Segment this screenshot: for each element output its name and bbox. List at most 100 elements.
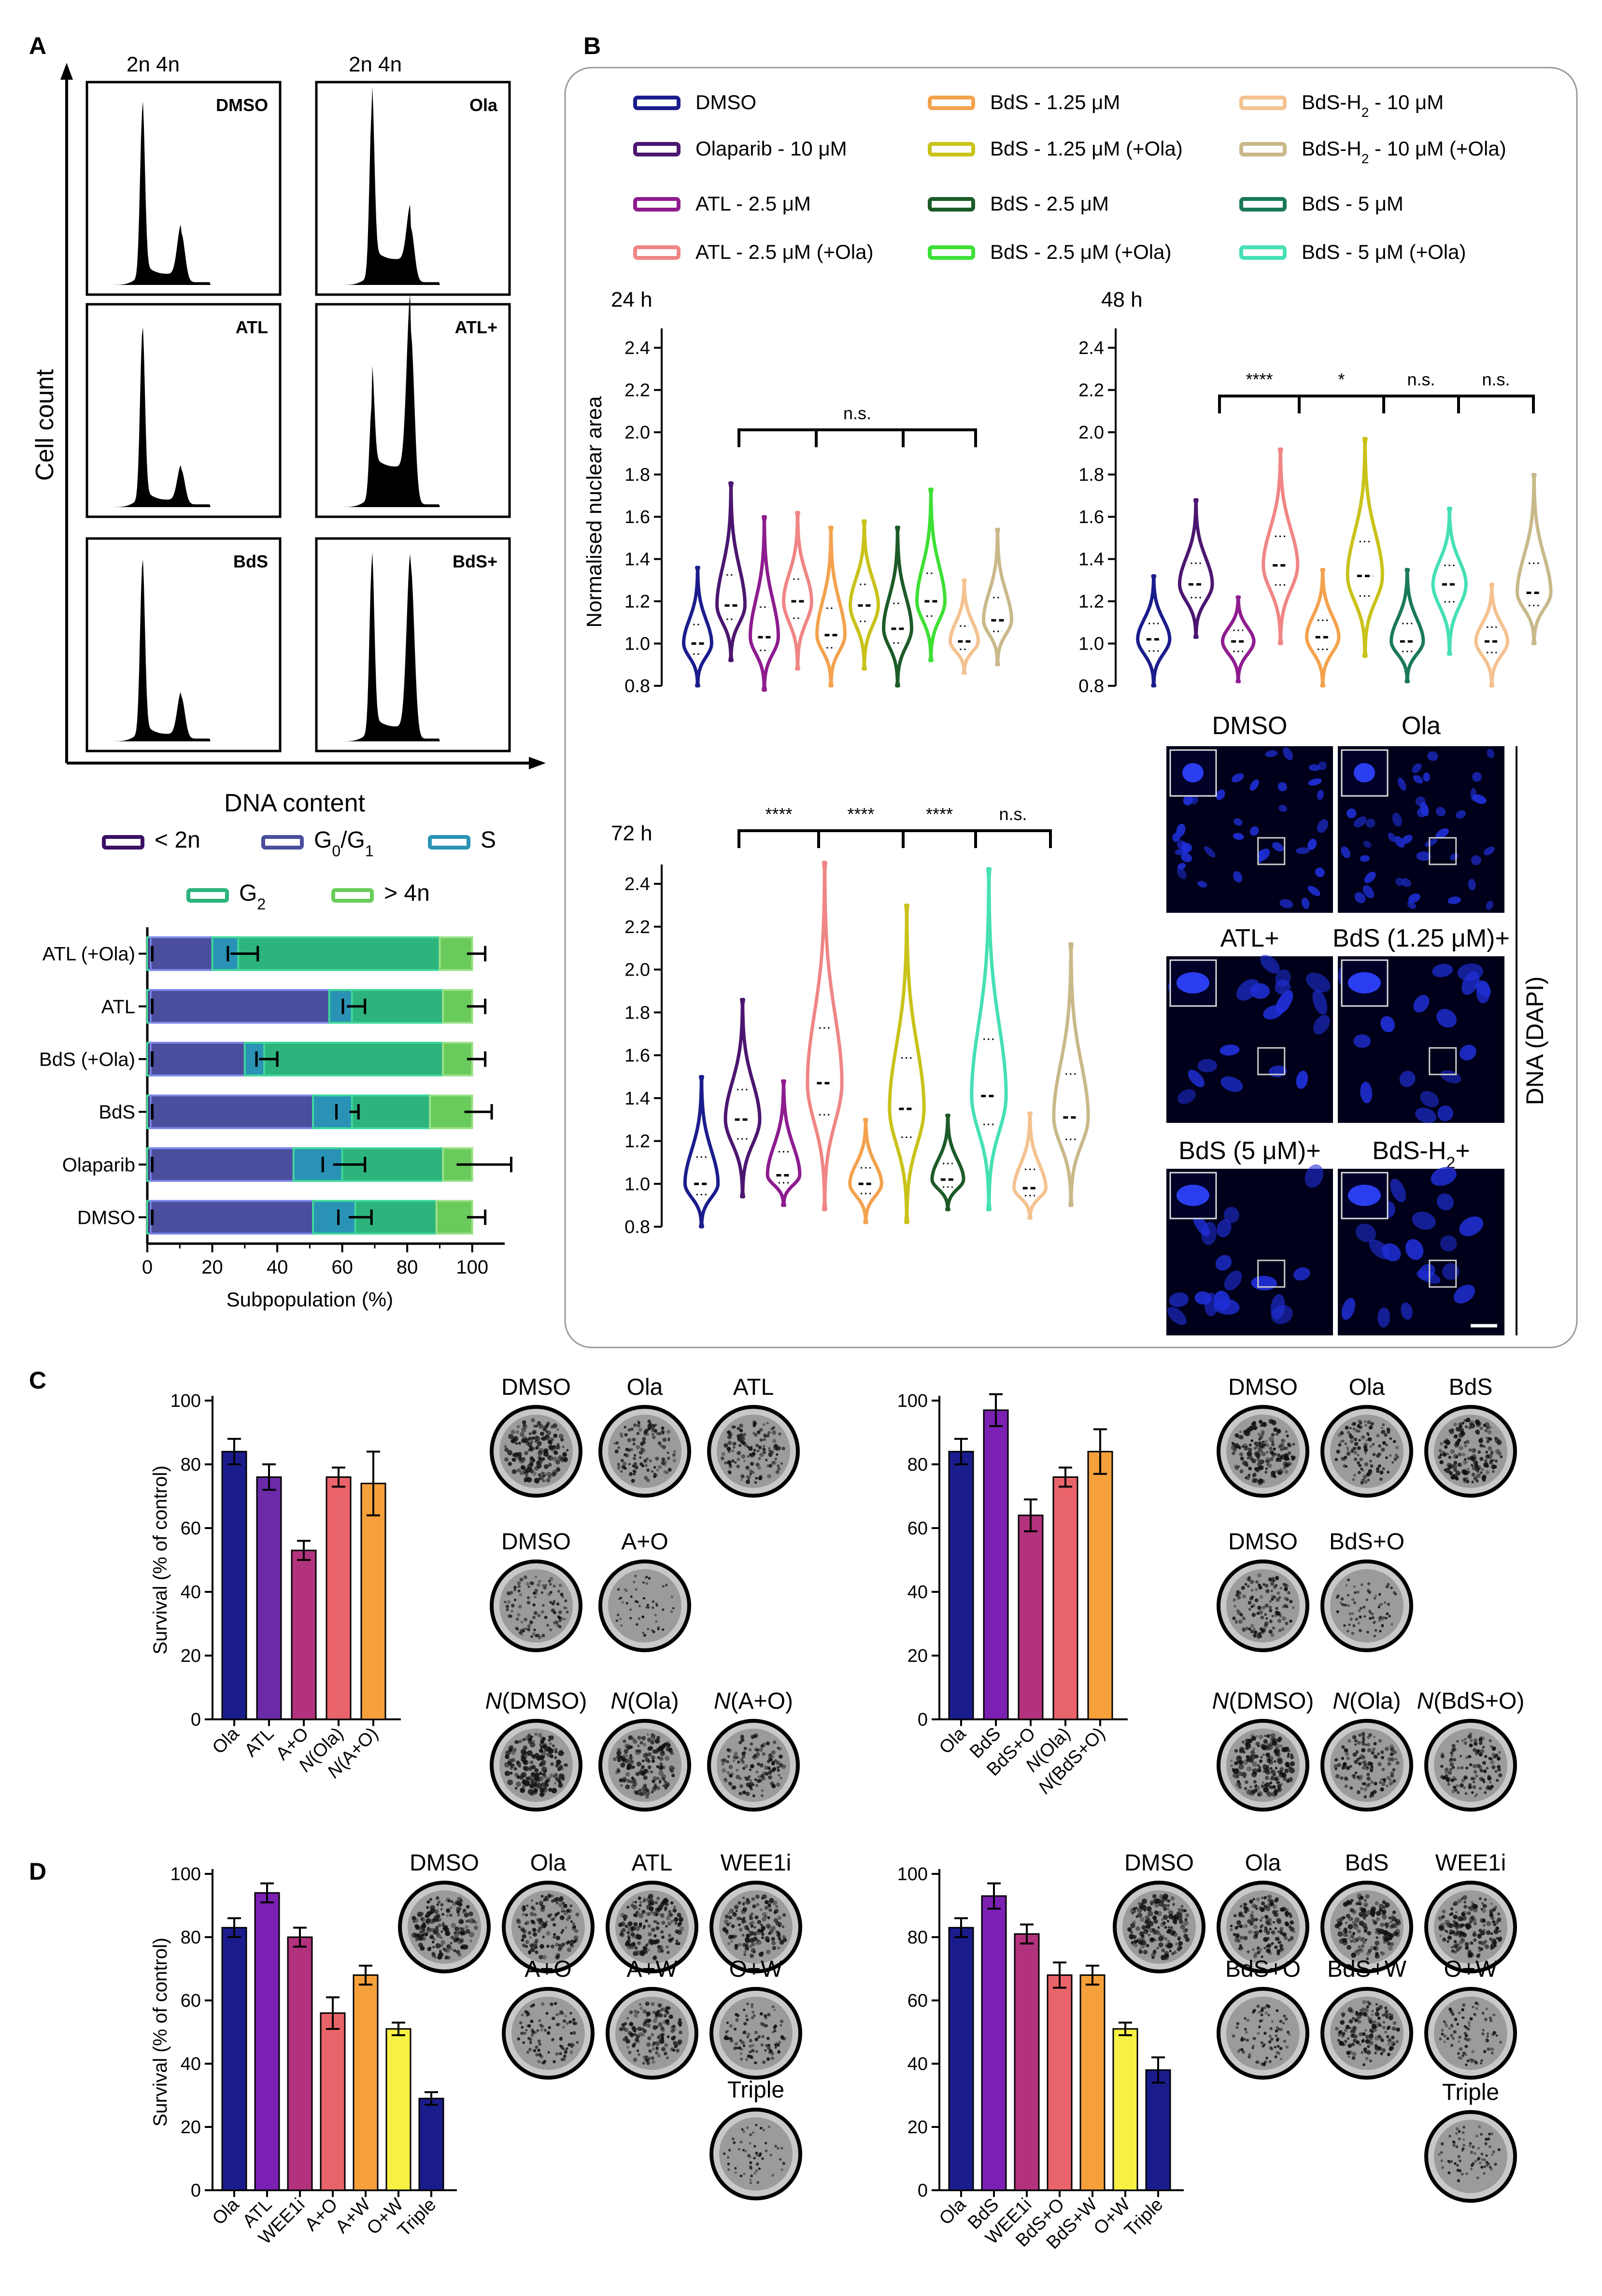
colony-dot xyxy=(645,1457,649,1460)
colony-dot xyxy=(1339,2041,1344,2046)
violin-legend-label: BdS - 1.25 μM (+Ola) xyxy=(990,137,1183,160)
colony-dot xyxy=(771,2005,775,2009)
colony-dot xyxy=(1383,1601,1387,1604)
colony-dot xyxy=(645,1582,649,1585)
colony-dot xyxy=(634,1790,639,1795)
colony-dot xyxy=(449,1906,453,1909)
colony-dot xyxy=(651,2060,655,2064)
colony-dot xyxy=(1365,1766,1369,1771)
colony-dot xyxy=(1268,2040,1272,2044)
colony-dot xyxy=(504,1601,507,1603)
colony-dot xyxy=(1164,1937,1168,1941)
colony-dot xyxy=(1235,2026,1239,2029)
colony-dot xyxy=(1455,1927,1459,1930)
colony-dot xyxy=(665,1925,668,1928)
colony-dot xyxy=(767,2046,771,2050)
colony-dot xyxy=(738,1923,741,1927)
colony-dot xyxy=(624,1453,629,1458)
colony-dot xyxy=(516,1919,521,1925)
colony-dot xyxy=(642,2061,645,2065)
violin-y-tick-label: 1.0 xyxy=(624,1174,650,1194)
colony-dot xyxy=(1440,2151,1443,2154)
violin-shape xyxy=(1346,437,1384,658)
colony-dot xyxy=(772,1756,775,1758)
colony-dot xyxy=(547,1893,552,1898)
violin-y-tick-label: 1.0 xyxy=(624,634,650,654)
colony-dot xyxy=(1483,2050,1487,2054)
colony-dot xyxy=(772,1946,777,1951)
colony-dot xyxy=(639,1792,643,1797)
colony-dot xyxy=(772,1460,777,1465)
colony-dot xyxy=(513,1599,517,1602)
colony-dot xyxy=(1286,1778,1290,1783)
colony-dot xyxy=(768,1771,772,1775)
panel-label-a: A xyxy=(29,32,46,59)
colony-dot xyxy=(628,2051,632,2055)
colony-dot xyxy=(737,1760,740,1764)
colony-dot xyxy=(1358,1945,1361,1949)
colony-dot xyxy=(1439,1934,1442,1937)
colony-dot xyxy=(1163,1893,1169,1899)
colony-dot xyxy=(1246,1789,1252,1795)
colony-dot xyxy=(777,1915,782,1920)
colony-dot xyxy=(1439,1442,1443,1446)
survival-bar xyxy=(385,2028,411,2191)
colony-dot xyxy=(1268,1577,1273,1582)
colony-dot xyxy=(651,1759,655,1763)
colony-dot xyxy=(637,2011,640,2014)
violin-legend-label: ATL - 2.5 μM xyxy=(695,192,811,215)
colony-dot xyxy=(1289,1600,1293,1603)
colony-dot xyxy=(677,1913,681,1917)
colony-dot xyxy=(1489,1739,1492,1743)
colony-dot xyxy=(666,1743,671,1748)
colony-dot xyxy=(1161,1948,1165,1953)
colony-dot xyxy=(1248,1746,1251,1749)
colony-dot xyxy=(553,1898,558,1902)
colony-dot xyxy=(762,1772,766,1776)
colony-dot xyxy=(510,1763,515,1768)
colony-dot xyxy=(1387,1430,1390,1434)
colony-dot xyxy=(1466,1925,1471,1930)
colony-dot xyxy=(1480,1941,1484,1945)
colony-dot xyxy=(1245,1780,1248,1784)
inset-nucleus xyxy=(1177,1185,1209,1206)
colony-dot xyxy=(1338,1927,1341,1930)
colony-dot xyxy=(515,1430,520,1434)
colony-dot xyxy=(617,1446,621,1449)
nucleus xyxy=(1197,881,1207,888)
colony-dot xyxy=(1448,2007,1452,2011)
colony-dot xyxy=(777,1946,780,1950)
colony-dot xyxy=(1244,2017,1247,2020)
colony-dot xyxy=(1356,1757,1360,1761)
colony-dot xyxy=(534,1946,537,1950)
colony-dot xyxy=(1164,1951,1169,1956)
violin-shape xyxy=(982,527,1013,666)
colony-dot xyxy=(436,1896,439,1900)
zoom-region-box xyxy=(1429,1260,1457,1288)
colony-dot xyxy=(522,2041,525,2044)
colony-dot xyxy=(662,1445,666,1449)
colony-dot xyxy=(532,1632,536,1636)
colony-label: BdS+O xyxy=(1225,1956,1301,1982)
colony-dot xyxy=(1264,1470,1268,1474)
colony-dot xyxy=(774,1458,778,1460)
colony-dot xyxy=(1279,1767,1284,1772)
colony-dot xyxy=(634,2013,638,2018)
colony-dot xyxy=(754,1915,759,1919)
colony-dot xyxy=(620,1470,623,1473)
colony-dot xyxy=(1363,2047,1367,2052)
colony-dot xyxy=(504,1771,510,1776)
colony-dot xyxy=(1465,2063,1468,2066)
colony-dot xyxy=(450,1942,453,1945)
colony-dot xyxy=(1375,1936,1379,1939)
colony-dot xyxy=(646,1603,649,1606)
colony-dot xyxy=(630,1926,635,1930)
colony-dot xyxy=(647,1737,652,1743)
survival-bar xyxy=(1079,1974,1106,2191)
colony-dot xyxy=(629,1754,632,1757)
colony-dot xyxy=(1367,2045,1370,2048)
colony-dot xyxy=(733,1751,738,1756)
nucleus xyxy=(1405,1239,1424,1260)
colony-dot xyxy=(633,1739,638,1744)
colony-dot xyxy=(1460,1766,1464,1770)
